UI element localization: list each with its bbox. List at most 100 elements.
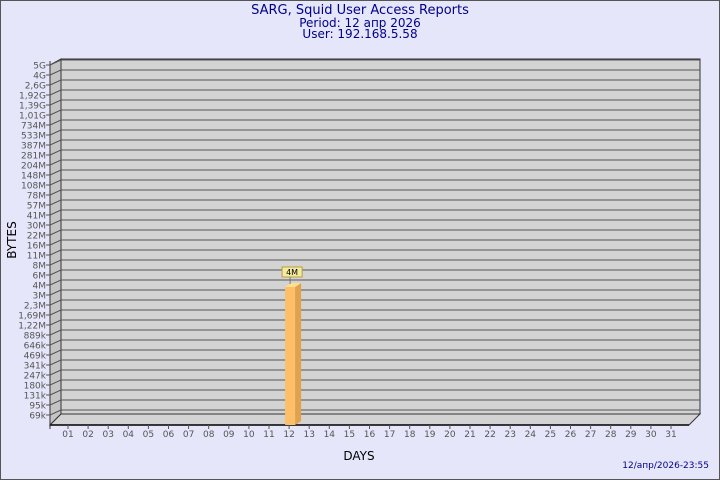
x-tick-label: 19 xyxy=(424,430,436,440)
y-tick-depth xyxy=(49,159,62,166)
y-tick-depth xyxy=(49,339,62,346)
y-tick-label: 180k xyxy=(24,382,47,392)
x-tick-label: 05 xyxy=(143,430,154,440)
y-tick-label: 1,22M xyxy=(18,322,46,332)
y-tick-label: 69k xyxy=(29,412,46,422)
y-tick-depth xyxy=(49,349,62,356)
y-tick-label: 204M xyxy=(21,162,46,172)
y-tick-label: 281M xyxy=(21,152,46,162)
y-tick-label: 57M xyxy=(27,202,46,212)
x-tick-label: 22 xyxy=(484,430,495,440)
y-tick-depth xyxy=(49,69,62,76)
y-tick-label: 1,01G xyxy=(19,112,46,122)
plot-floor xyxy=(48,413,702,426)
x-tick-label: 10 xyxy=(243,430,255,440)
y-tick-label: 533M xyxy=(21,132,46,142)
y-tick-label: 1,92G xyxy=(19,92,46,102)
y-tick-depth xyxy=(49,99,62,106)
y-tick-label: 11M xyxy=(27,252,46,262)
x-tick-label: 24 xyxy=(525,430,537,440)
y-tick-label: 1,39G xyxy=(19,102,46,112)
generated-timestamp: 12/апр/2026-23:55 xyxy=(622,461,709,471)
chart-title: SARG, Squid User Access Reports xyxy=(251,3,469,18)
y-tick-depth xyxy=(49,389,62,396)
y-tick-depth xyxy=(49,199,62,206)
x-tick-label: 27 xyxy=(585,430,596,440)
y-tick-label: 78M xyxy=(27,192,46,202)
y-tick-depth xyxy=(49,319,62,326)
y-axis-title: BYTES xyxy=(5,221,19,258)
y-tick-label: 95k xyxy=(29,402,46,412)
x-tick-label: 16 xyxy=(364,430,376,440)
y-tick-depth xyxy=(49,179,62,186)
y-tick-label: 646k xyxy=(24,342,47,352)
y-tick-depth xyxy=(49,109,62,116)
x-tick-label: 03 xyxy=(102,430,113,440)
y-tick-depth xyxy=(49,229,62,236)
x-tick-label: 07 xyxy=(183,430,194,440)
y-tick-label: 4M xyxy=(33,282,47,292)
x-tick-label: 04 xyxy=(123,430,135,440)
x-tick-label: 20 xyxy=(444,430,456,440)
y-tick-depth xyxy=(49,189,62,196)
y-tick-depth xyxy=(49,379,62,386)
x-tick-label: 02 xyxy=(82,430,93,440)
y-tick-label: 148M xyxy=(21,172,46,182)
y-tick-label: 2,6G xyxy=(25,82,46,92)
x-tick-label: 13 xyxy=(303,430,314,440)
x-tick-label: 26 xyxy=(565,430,577,440)
y-tick-depth xyxy=(49,299,62,306)
y-tick-depth xyxy=(49,129,62,136)
x-tick-label: 31 xyxy=(665,430,676,440)
y-tick-depth xyxy=(49,259,62,266)
y-tick-label: 6M xyxy=(33,272,47,282)
y-tick-depth xyxy=(49,359,62,366)
y-tick-label: 387M xyxy=(21,142,46,152)
y-tick-depth xyxy=(49,149,62,156)
x-tick-label: 01 xyxy=(62,430,73,440)
x-tick-label: 30 xyxy=(645,430,657,440)
y-tick-depth xyxy=(49,209,62,216)
x-tick-label: 28 xyxy=(605,430,617,440)
bar-top xyxy=(285,283,302,287)
y-tick-label: 3M xyxy=(33,292,47,302)
y-tick-label: 108M xyxy=(21,182,46,192)
y-tick-label: 4G xyxy=(33,72,46,82)
bar-label-box xyxy=(281,266,303,278)
plot-back-wall xyxy=(60,58,701,415)
y-tick-depth xyxy=(49,119,62,126)
y-tick-depth xyxy=(49,169,62,176)
bar-value-label: 4M xyxy=(286,268,298,277)
y-tick-label: 2,3M xyxy=(24,302,46,312)
x-tick-label: 17 xyxy=(384,430,395,440)
y-tick-depth xyxy=(49,289,62,296)
bar-day-12 xyxy=(285,287,296,425)
y-tick-label: 16M xyxy=(27,242,46,252)
x-tick-label: 23 xyxy=(504,430,515,440)
y-tick-depth xyxy=(49,329,62,336)
y-tick-depth xyxy=(49,249,62,256)
x-tick-label: 09 xyxy=(223,430,235,440)
y-tick-label: 5G xyxy=(33,62,46,72)
chart-user: User: 192.168.5.58 xyxy=(302,27,418,41)
y-tick-depth xyxy=(49,59,62,66)
y-tick-depth xyxy=(49,279,62,286)
x-tick-label: 08 xyxy=(203,430,215,440)
y-tick-label: 22M xyxy=(27,232,46,242)
x-tick-label: 29 xyxy=(625,430,637,440)
x-tick-label: 15 xyxy=(344,430,355,440)
y-tick-depth xyxy=(49,309,62,316)
y-tick-label: 41M xyxy=(27,212,46,222)
y-tick-label: 889k xyxy=(24,332,47,342)
y-tick-depth xyxy=(49,409,62,416)
chart-period: Period: 12 апр 2026 xyxy=(299,16,421,30)
x-tick-label: 11 xyxy=(263,430,274,440)
y-tick-label: 131k xyxy=(24,392,47,402)
y-tick-label: 1,69M xyxy=(18,312,46,322)
x-axis-title: DAYS xyxy=(343,449,374,463)
y-tick-depth xyxy=(49,239,62,246)
x-tick-label: 21 xyxy=(464,430,475,440)
y-tick-label: 341k xyxy=(24,362,47,372)
x-tick-label: 06 xyxy=(163,430,175,440)
